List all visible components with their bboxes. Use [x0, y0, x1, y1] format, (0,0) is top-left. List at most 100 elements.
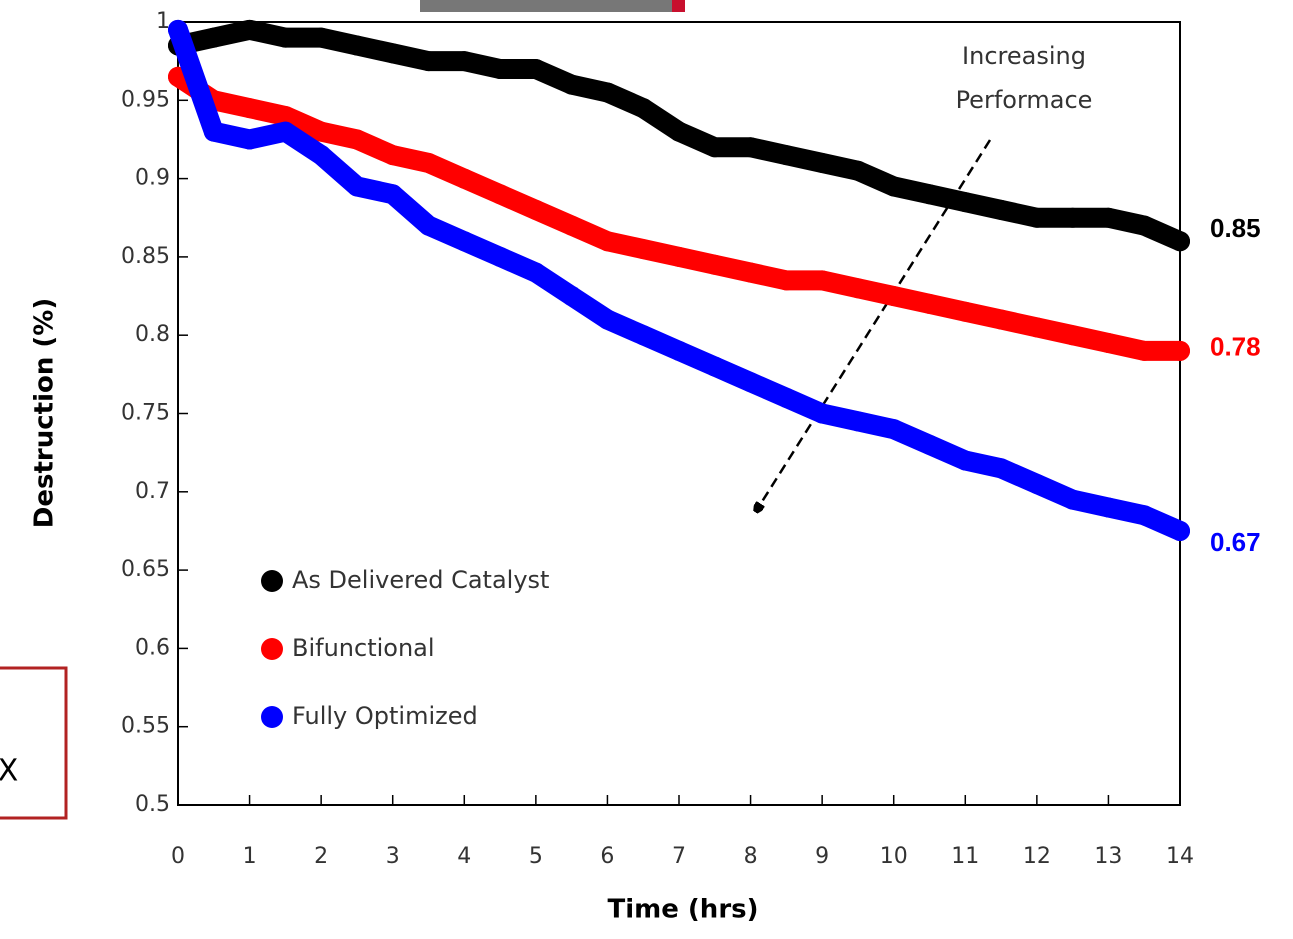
data-point — [239, 19, 260, 40]
y-tick-label: 0.55 — [121, 714, 170, 739]
data-point — [847, 160, 868, 181]
data-point — [490, 58, 511, 79]
data-point — [525, 58, 546, 79]
y-tick-label: 0.75 — [121, 401, 170, 426]
y-tick-label: 0.9 — [135, 166, 170, 191]
data-point — [382, 145, 403, 166]
data-point — [418, 152, 439, 173]
data-point — [1026, 317, 1047, 338]
data-point — [633, 239, 654, 260]
data-point — [955, 192, 976, 213]
data-point — [740, 372, 761, 393]
data-point — [239, 129, 260, 150]
legend-marker — [261, 706, 283, 728]
data-point — [740, 137, 761, 158]
data-point — [275, 105, 296, 126]
x-tick-label: 11 — [951, 844, 979, 869]
data-point — [633, 325, 654, 346]
data-point — [883, 286, 904, 307]
data-point — [490, 246, 511, 267]
data-point — [311, 145, 332, 166]
data-point — [203, 27, 224, 48]
data-point — [1026, 207, 1047, 228]
data-point — [346, 129, 367, 150]
data-point — [704, 254, 725, 275]
data-point — [776, 145, 797, 166]
data-point — [597, 231, 618, 252]
data-point — [883, 419, 904, 440]
data-point — [847, 411, 868, 432]
x-tick-label: 4 — [457, 844, 471, 869]
x-axis-title: Time (hrs) — [608, 895, 759, 925]
x-tick-label: 8 — [744, 844, 758, 869]
data-point — [382, 43, 403, 64]
data-point — [597, 309, 618, 330]
data-point — [1134, 215, 1155, 236]
x-tick-label: 6 — [600, 844, 614, 869]
data-point — [919, 293, 940, 314]
data-point — [812, 403, 833, 424]
data-point — [776, 387, 797, 408]
x-tick-label: 14 — [1166, 844, 1194, 869]
data-point — [454, 51, 475, 72]
data-point — [919, 434, 940, 455]
x-tick-label: 3 — [386, 844, 400, 869]
data-point — [1098, 497, 1119, 518]
x-tick-label: 10 — [880, 844, 908, 869]
legend-label: As Delivered Catalyst — [292, 566, 549, 594]
y-tick-label: 0.6 — [135, 635, 170, 660]
annotation-text: Performace — [956, 86, 1093, 114]
data-point — [561, 286, 582, 307]
data-point — [525, 199, 546, 220]
y-tick-label: 0.95 — [121, 87, 170, 112]
x-tick-label: 1 — [243, 844, 257, 869]
data-point — [1062, 325, 1083, 346]
data-point — [382, 184, 403, 205]
side-box — [0, 666, 68, 820]
y-axis-title: Destruction (%) — [30, 298, 60, 528]
data-point — [704, 356, 725, 377]
data-point — [669, 246, 689, 267]
legend-marker — [261, 570, 283, 592]
data-point — [847, 278, 868, 299]
data-point — [597, 82, 618, 103]
data-point — [1170, 231, 1190, 252]
data-point — [776, 270, 797, 291]
data-point — [919, 184, 940, 205]
data-point — [275, 121, 296, 142]
data-point — [1134, 505, 1155, 526]
data-point — [991, 458, 1012, 479]
data-point — [812, 152, 833, 173]
data-point — [1062, 489, 1083, 510]
data-point — [991, 309, 1012, 330]
data-point — [669, 340, 689, 361]
data-point — [991, 199, 1012, 220]
data-point — [1062, 207, 1083, 228]
x-tick-label: 7 — [672, 844, 686, 869]
data-point — [740, 262, 761, 283]
y-tick-label: 0.65 — [121, 557, 170, 582]
legend-label: Bifunctional — [292, 634, 435, 662]
data-point — [561, 215, 582, 236]
annotation-text: Increasing — [962, 42, 1086, 70]
end-value-label: 0.78 — [1210, 332, 1261, 362]
y-tick-label: 0.85 — [121, 244, 170, 269]
data-point — [812, 270, 833, 291]
data-point — [1098, 207, 1119, 228]
legend-marker — [261, 638, 283, 660]
data-point — [418, 215, 439, 236]
data-point — [311, 121, 332, 142]
y-tick-label: 0.7 — [135, 479, 170, 504]
x-tick-label: 2 — [314, 844, 328, 869]
data-point — [454, 231, 475, 252]
data-point — [561, 74, 582, 95]
data-point — [490, 184, 511, 205]
y-tick-label: 0.5 — [135, 792, 170, 817]
data-point — [418, 51, 439, 72]
data-point — [239, 98, 260, 119]
data-point — [633, 98, 654, 119]
data-point — [203, 121, 224, 142]
data-point — [346, 176, 367, 197]
x-tick-label: 13 — [1094, 844, 1122, 869]
